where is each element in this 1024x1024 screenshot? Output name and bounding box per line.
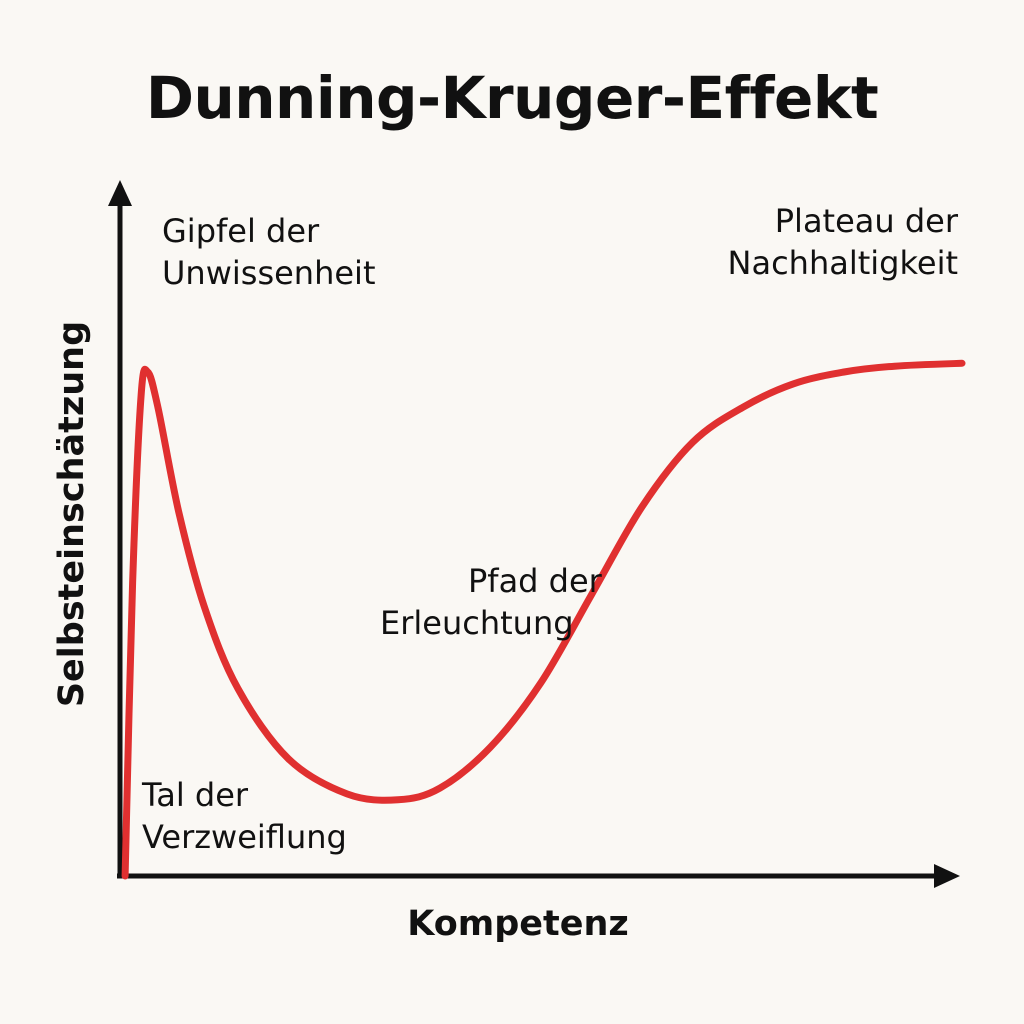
annotation-peak-line-2: Unwissenheit xyxy=(162,254,376,292)
series-layer xyxy=(121,359,966,880)
annotation-peak-line-1: Gipfel der xyxy=(162,212,320,250)
annotation-slope-line-1: Pfad der xyxy=(468,562,602,600)
annotation-plateau: Plateau der Nachhaltigkeit xyxy=(728,200,958,284)
annotation-peak: Gipfel der Unwissenheit xyxy=(162,210,375,294)
annotation-slope: Pfad der Erleuchtung xyxy=(380,560,602,644)
annotation-plateau-line-2: Nachhaltigkeit xyxy=(727,244,958,282)
axes xyxy=(108,180,960,888)
annotation-plateau-line-1: Plateau der xyxy=(774,202,958,240)
annotation-valley: Tal der Verzweiflung xyxy=(142,774,347,858)
x-axis-arrowhead xyxy=(934,864,960,888)
y-axis-label: Selbsteinschätzung xyxy=(52,320,92,708)
series-line-0 xyxy=(121,359,966,880)
y-axis-arrowhead xyxy=(108,180,132,206)
x-axis-label: Kompetenz xyxy=(407,904,629,944)
annotation-valley-line-2: Verzweiflung xyxy=(142,818,347,856)
chart-title: Dunning-Kruger-Effekt xyxy=(145,64,879,132)
annotation-slope-line-2: Erleuchtung xyxy=(380,604,574,642)
annotation-valley-line-1: Tal der xyxy=(142,776,249,814)
